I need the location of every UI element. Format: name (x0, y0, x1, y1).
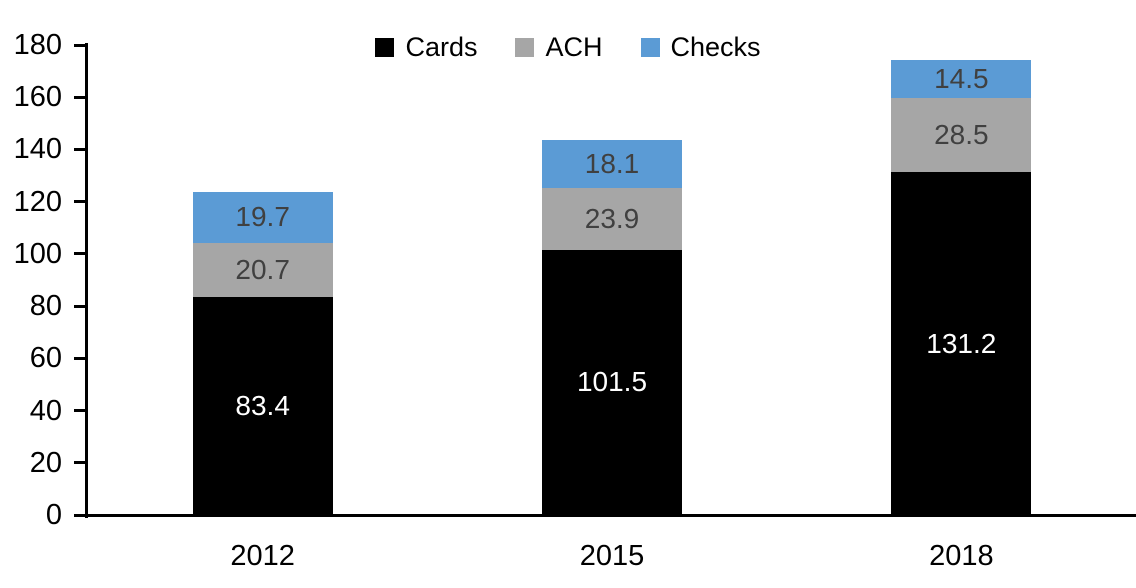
bar-segment-checks-2018: 14.5 (891, 60, 1032, 98)
bar-segment-ach-2018: 28.5 (891, 98, 1032, 173)
bar-segment-cards-2018: 131.2 (891, 172, 1032, 515)
legend-item-ach: ACH (515, 32, 603, 62)
y-axis-tick (74, 43, 88, 47)
bar-value-label: 23.9 (584, 202, 640, 234)
legend-item-checks: Checks (640, 32, 761, 62)
y-axis-tick-label: 120 (13, 185, 62, 218)
bar-value-label: 14.5 (934, 63, 989, 95)
y-axis-tick (74, 304, 88, 308)
y-axis-tick-label: 80 (29, 290, 62, 323)
bar-value-label: 28.5 (934, 119, 989, 151)
y-axis-tick (74, 513, 88, 517)
bar-segment-ach-2015: 23.9 (542, 187, 682, 250)
y-axis-tick-label: 40 (29, 394, 62, 427)
y-axis-tick-label: 60 (29, 342, 62, 375)
y-axis-tick-label: 20 (29, 446, 62, 479)
bar-value-label: 131.2 (926, 327, 997, 359)
y-axis-tick (74, 409, 88, 413)
x-axis-category-label: 2015 (579, 540, 645, 572)
bar-segment-cards-2015: 101.5 (542, 249, 682, 515)
legend-item-cards: Cards (375, 34, 477, 61)
bar-segment-cards-2012: 83.4 (192, 297, 333, 515)
y-axis-tick (74, 461, 88, 465)
chart-legend: Cards ACH Checks (0, 34, 1136, 61)
legend-swatch-icon (515, 38, 535, 57)
y-axis-tick (74, 356, 88, 360)
legend-label: Checks (670, 32, 761, 62)
bar-segment-checks-2015: 18.1 (542, 140, 682, 188)
bar-segment-ach-2012: 20.7 (192, 243, 333, 298)
x-axis-line (85, 514, 1136, 517)
bar-value-label: 19.7 (235, 201, 290, 233)
bar-value-label: 101.5 (576, 366, 648, 398)
y-axis-tick-label: 100 (13, 237, 62, 270)
y-axis-tick (74, 252, 88, 256)
bar-value-label: 18.1 (584, 147, 640, 179)
y-axis-tick (74, 95, 88, 99)
y-axis-line (85, 43, 88, 518)
x-axis-category-label: 2018 (929, 540, 994, 572)
y-axis-tick-label: 160 (13, 81, 62, 114)
legend-label: ACH (545, 32, 603, 62)
bar-value-label: 20.7 (235, 254, 290, 286)
y-axis-tick (74, 200, 88, 204)
y-axis-tick-label: 140 (13, 133, 62, 166)
legend-swatch-icon (640, 38, 660, 57)
legend-swatch-icon (375, 38, 395, 57)
y-axis-tick (74, 147, 88, 151)
bar-value-label: 83.4 (235, 390, 290, 422)
y-axis-tick-label: 0 (45, 499, 62, 531)
y-axis-tick-label: 180 (13, 29, 62, 61)
x-axis-category-label: 2012 (230, 540, 295, 572)
legend-label: Cards (405, 32, 478, 62)
bar-segment-checks-2012: 19.7 (192, 191, 333, 244)
